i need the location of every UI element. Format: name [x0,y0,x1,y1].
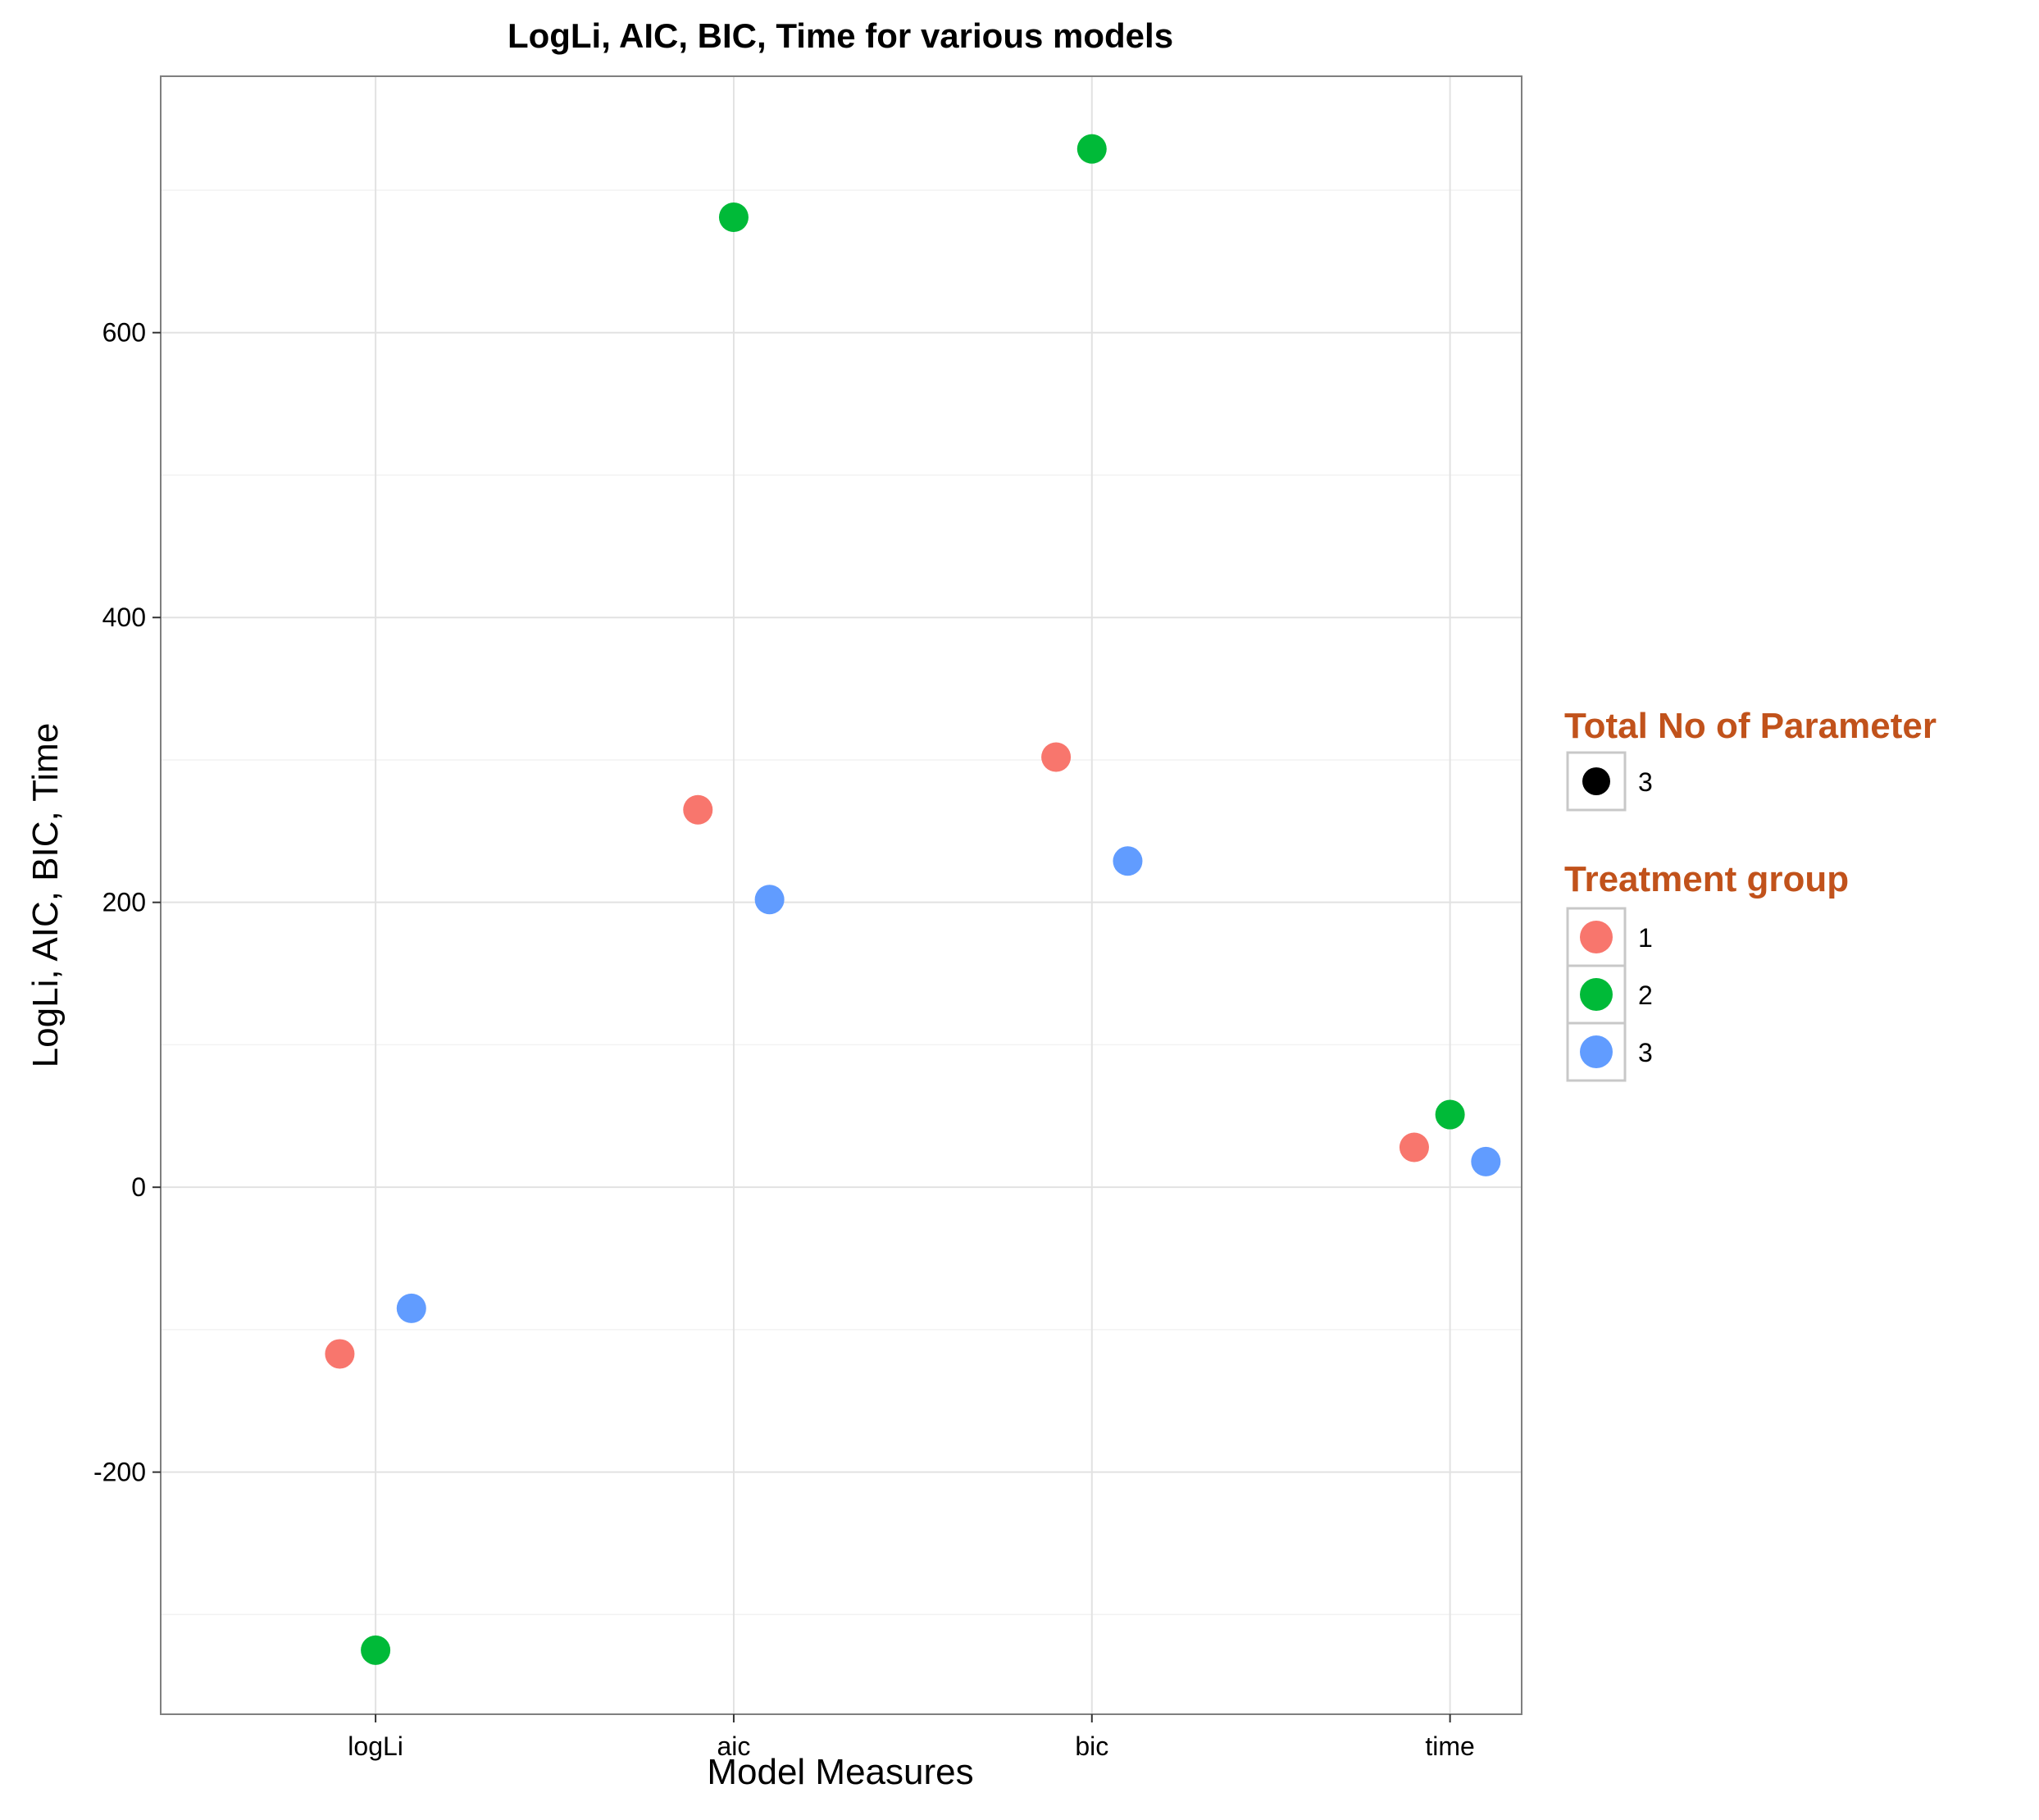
legend-key-point-group-3 [1580,1035,1613,1068]
legend-label: 3 [1638,767,1653,797]
legend: Total No of Parameter 3 Treatment group … [1564,706,1937,1082]
y-tick-label: 600 [102,318,146,348]
plot-area [161,76,1522,1714]
x-tick-label-time: time [1425,1731,1474,1761]
point-group-2-time [1435,1099,1465,1130]
point-group-2-logLi [361,1635,391,1665]
point-group-1-aic [683,794,713,825]
point-group-3-time [1471,1146,1501,1176]
data-points [325,134,1501,1665]
legend-label-group-3: 3 [1638,1038,1653,1067]
legend-key-point [1582,767,1610,795]
x-tick-label-aic: aic [717,1731,750,1761]
x-axis: logLi aic bic time [348,1714,1475,1761]
y-tick-label: 0 [131,1172,146,1202]
size-legend-keys: 3 [1566,751,1653,812]
plot-border [160,75,1522,1715]
point-group-3-logLi [396,1293,426,1323]
point-group-2-bic [1076,134,1107,164]
point-group-3-bic [1113,846,1143,876]
y-tick-label: -200 [93,1458,146,1487]
y-axis-title: LogLi, AIC, BIC, Time [25,723,66,1068]
y-tick-label: 200 [102,888,146,917]
legend-label-group-2: 2 [1638,981,1653,1010]
x-axis-title: Model Measures [707,1752,973,1792]
y-axis: -200 0 200 400 600 [93,318,161,1487]
legend-title-treatment: Treatment group [1564,859,1849,899]
color-legend-keys: 1 2 3 [1566,907,1653,1082]
legend-key-point-group-2 [1580,978,1613,1011]
legend-title-parameters: Total No of Parameter [1564,706,1937,746]
x-tick-label-bic: bic [1075,1731,1108,1761]
point-group-1-bic [1041,742,1072,772]
x-tick-label-logLi: logLi [348,1731,403,1761]
grid-lines [161,76,1522,1714]
point-group-1-time [1399,1132,1429,1163]
point-group-1-logLi [325,1339,355,1369]
legend-key-point-group-1 [1580,921,1613,953]
point-group-2-aic [718,202,749,233]
y-tick-label: 400 [102,603,146,632]
legend-label-group-1: 1 [1638,923,1653,953]
point-group-3-aic [754,885,785,915]
chart-title: LogLi, AIC, BIC, Time for various models [507,16,1173,55]
